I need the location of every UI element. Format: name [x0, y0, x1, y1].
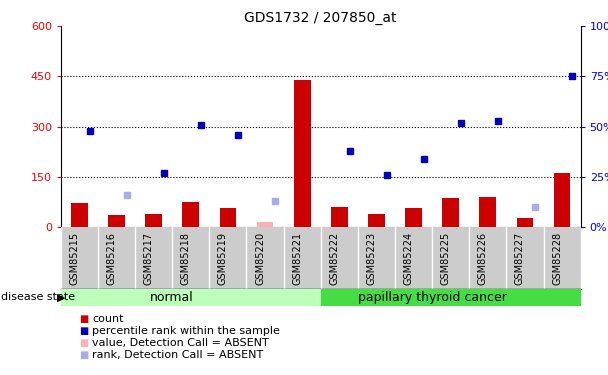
Text: GSM85224: GSM85224 — [404, 232, 413, 285]
Bar — [554, 173, 570, 227]
Text: GSM85228: GSM85228 — [552, 232, 562, 285]
Text: normal: normal — [150, 291, 194, 304]
Text: disease state: disease state — [1, 292, 75, 302]
Bar — [108, 215, 125, 227]
Text: GSM85225: GSM85225 — [441, 232, 451, 285]
Bar — [517, 217, 533, 227]
Text: ■: ■ — [79, 326, 88, 336]
Bar — [321, 289, 581, 306]
Bar — [331, 207, 348, 227]
Text: GSM85221: GSM85221 — [292, 232, 302, 285]
Text: GSM85226: GSM85226 — [478, 232, 488, 285]
Text: value, Detection Call = ABSENT: value, Detection Call = ABSENT — [92, 338, 269, 348]
Text: GSM85220: GSM85220 — [255, 232, 265, 285]
Text: percentile rank within the sample: percentile rank within the sample — [92, 326, 280, 336]
Bar — [61, 289, 321, 306]
Text: GSM85223: GSM85223 — [367, 232, 376, 285]
Bar — [405, 209, 422, 227]
Bar — [368, 214, 385, 227]
Text: rank, Detection Call = ABSENT: rank, Detection Call = ABSENT — [92, 350, 264, 360]
Text: ■: ■ — [79, 338, 88, 348]
Bar — [443, 198, 459, 227]
Text: GSM85219: GSM85219 — [218, 232, 228, 285]
Text: GSM85227: GSM85227 — [515, 232, 525, 285]
Bar — [145, 213, 162, 227]
Bar — [71, 204, 88, 227]
Text: GSM85222: GSM85222 — [330, 232, 339, 285]
Bar — [480, 197, 496, 227]
Text: GSM85217: GSM85217 — [143, 232, 154, 285]
Text: GSM85215: GSM85215 — [69, 232, 80, 285]
Text: ■: ■ — [79, 350, 88, 360]
Title: GDS1732 / 207850_at: GDS1732 / 207850_at — [244, 11, 397, 25]
Text: papillary thyroid cancer: papillary thyroid cancer — [358, 291, 506, 304]
Text: count: count — [92, 314, 124, 324]
Text: ▶: ▶ — [57, 292, 65, 302]
Bar — [294, 80, 311, 227]
Bar — [257, 222, 274, 227]
Bar — [219, 209, 237, 227]
Text: GSM85218: GSM85218 — [181, 232, 191, 285]
Bar — [182, 202, 199, 227]
Text: ■: ■ — [79, 314, 88, 324]
Text: GSM85216: GSM85216 — [106, 232, 117, 285]
